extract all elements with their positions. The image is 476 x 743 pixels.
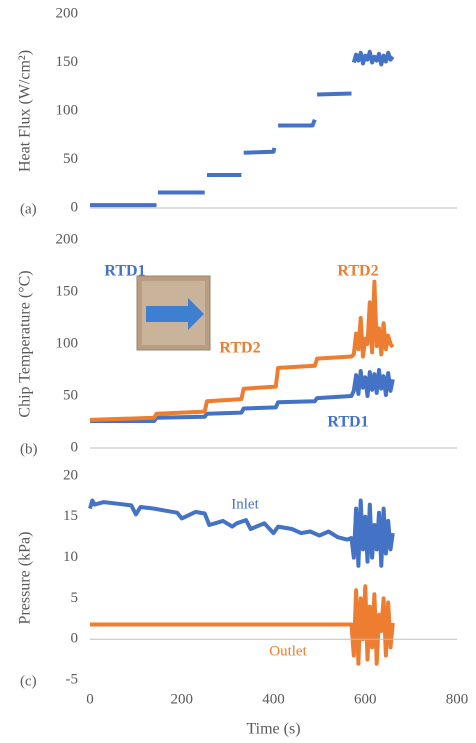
x-tick-label: 800 bbox=[446, 691, 469, 707]
y-tick-label: 50 bbox=[63, 387, 78, 403]
panel-label: (a) bbox=[20, 201, 37, 217]
y-tick-label: 0 bbox=[71, 631, 79, 647]
y-tick-label: 100 bbox=[56, 102, 79, 118]
y-tick-label: 150 bbox=[56, 283, 79, 299]
x-tick-label: 200 bbox=[171, 691, 194, 707]
y-tick-label: 50 bbox=[63, 151, 78, 167]
y-axis-title: Pressure (kPa) bbox=[17, 532, 34, 625]
series-line bbox=[88, 498, 395, 568]
series-line bbox=[90, 584, 395, 666]
y-axis-title: Heat Flux (W/cm²) bbox=[17, 50, 34, 172]
annotation: Outlet bbox=[269, 643, 307, 659]
y-tick-label: 200 bbox=[56, 5, 79, 21]
annotation: RTD1 bbox=[104, 263, 145, 280]
annotation: RTD2 bbox=[219, 340, 260, 357]
y-tick-label: 200 bbox=[56, 231, 79, 247]
x-tick-label: 400 bbox=[262, 691, 285, 707]
x-tick-label: 600 bbox=[354, 691, 377, 707]
y-tick-label: 0 bbox=[71, 439, 79, 455]
x-tick-label: 0 bbox=[86, 691, 94, 707]
y-tick-label: 100 bbox=[56, 335, 79, 351]
y-tick-label: 15 bbox=[63, 508, 78, 524]
y-tick-label: 150 bbox=[56, 54, 79, 70]
y-axis-title: Chip Temperature (°C) bbox=[17, 270, 34, 417]
annotation: Inlet bbox=[231, 496, 259, 512]
annotation: RTD2 bbox=[337, 263, 378, 280]
y-tick-label: 10 bbox=[63, 549, 78, 565]
series-line bbox=[89, 279, 395, 422]
x-axis-title: Time (s) bbox=[246, 721, 300, 738]
y-tick-label: 20 bbox=[63, 467, 78, 483]
annotation: RTD1 bbox=[327, 414, 368, 431]
y-tick-label: 5 bbox=[71, 590, 79, 606]
panel-label: (b) bbox=[20, 441, 38, 457]
series-line bbox=[90, 49, 395, 208]
y-tick-label: 0 bbox=[71, 199, 79, 215]
series-line bbox=[90, 368, 395, 423]
inset-photo bbox=[136, 275, 211, 351]
y-tick-label: -5 bbox=[66, 671, 79, 687]
panel-label: (c) bbox=[20, 673, 37, 689]
